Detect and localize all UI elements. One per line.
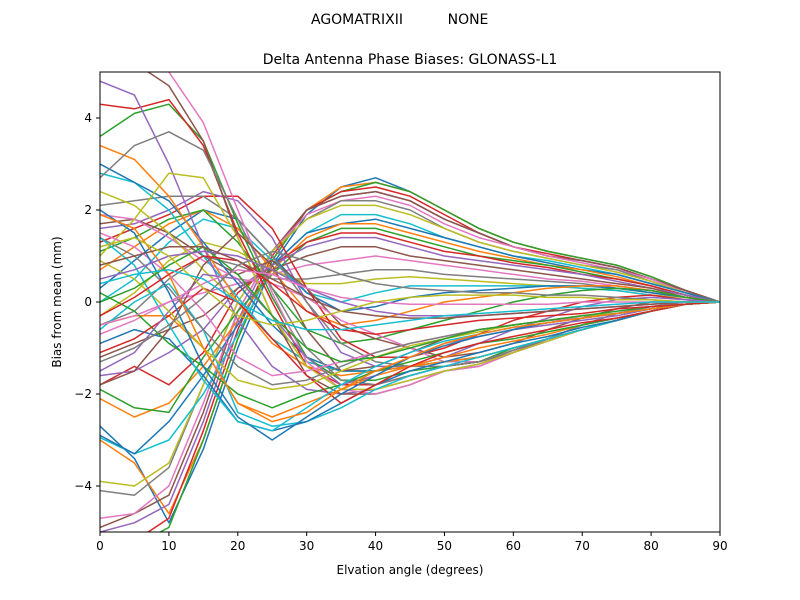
series-line: [100, 255, 720, 335]
y-tick-label: 2: [84, 203, 92, 217]
series-line: [100, 213, 720, 455]
series-line: [100, 163, 720, 372]
series-line: [100, 237, 720, 432]
x-tick-label: 30: [299, 539, 314, 553]
y-tick-label: 4: [84, 111, 92, 125]
radome-name: NONE: [448, 12, 489, 28]
series-line: [100, 301, 720, 432]
x-axis-label: Elvation angle (degrees): [337, 563, 484, 577]
series-line: [100, 246, 720, 358]
x-tick-label: 60: [506, 539, 521, 553]
x-tick-label: 70: [575, 539, 590, 553]
x-tick-label: 80: [643, 539, 658, 553]
x-tick-label: 20: [230, 539, 245, 553]
series-line: [100, 269, 720, 331]
antenna-name: AGOMATRIXII: [311, 12, 403, 28]
series-line: [100, 269, 720, 326]
chart-title: Delta Antenna Phase Biases: GLONASS-L1: [263, 52, 558, 68]
x-tick-label: 10: [161, 539, 176, 553]
x-axis: 0 10 20 30 40 50 60 70 80 90: [96, 532, 728, 553]
y-tick-label: 0: [84, 295, 92, 309]
series-line: [158, 181, 720, 532]
series-line: [100, 232, 720, 386]
y-tick-label: −2: [74, 387, 92, 401]
x-tick-label: 0: [96, 539, 104, 553]
x-tick-label: 40: [368, 539, 383, 553]
series-layer: [100, 72, 720, 532]
y-axis-label: Bias from mean (mm): [50, 236, 64, 367]
series-line: [100, 213, 720, 423]
x-tick-label: 50: [437, 539, 452, 553]
y-axis: −4 −2 0 2 4: [74, 111, 100, 493]
series-line: [100, 218, 720, 303]
series-line: [100, 246, 720, 319]
series-line: [100, 236, 720, 326]
series-line: [100, 255, 720, 335]
series-line: [100, 204, 720, 487]
series-line: [100, 190, 720, 529]
y-tick-label: −4: [74, 479, 92, 493]
series-line: [100, 250, 720, 363]
x-tick-label: 90: [712, 539, 727, 553]
